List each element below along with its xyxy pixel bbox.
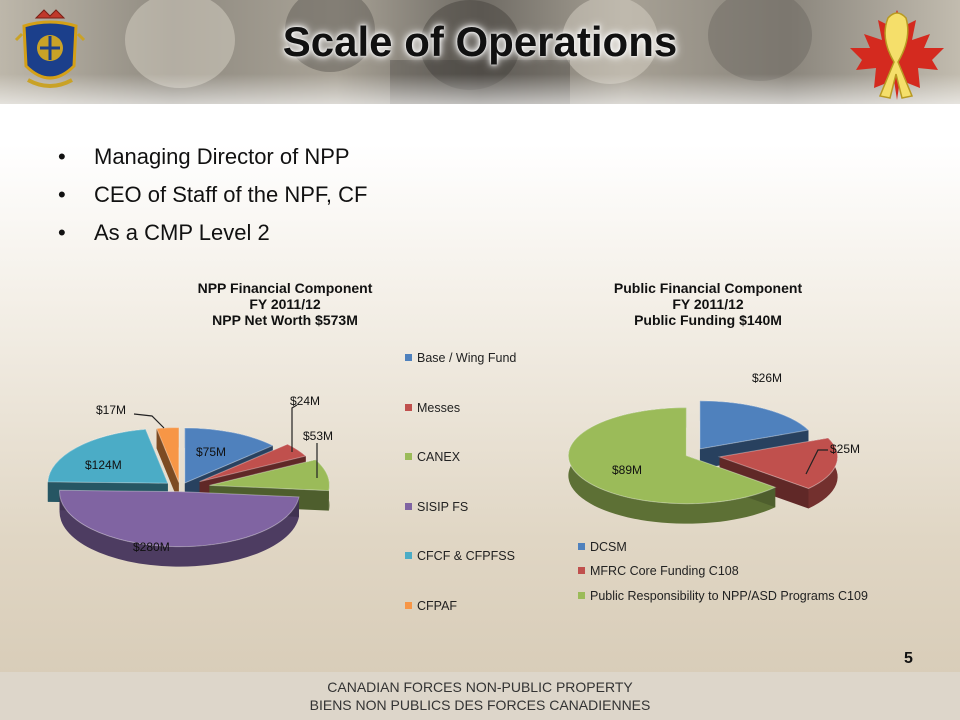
footer-line-french: BIENS NON PUBLICS DES FORCES CANADIENNES	[309, 697, 651, 713]
public-pie-chart: $26M $25M $89M DCSM MFRC Core Funding C108 Pu…	[567, 371, 868, 603]
support-our-troops-ribbon-icon	[850, 10, 944, 100]
legend-entry: SISIP FS	[417, 500, 468, 514]
canadian-forces-crest-icon	[14, 9, 86, 88]
pie-slice-side	[59, 490, 299, 567]
pie-slice-top	[717, 437, 839, 490]
bullet-item: As a CMP Level 2	[58, 218, 367, 256]
pie-slice	[155, 427, 180, 503]
legend-entry: CANEX	[417, 450, 461, 464]
pie-slice-top	[209, 459, 330, 492]
data-label: $75M	[196, 445, 226, 459]
pie-slice-wall	[156, 428, 179, 503]
legend-entry: Messes	[417, 401, 460, 415]
data-label: $24M	[290, 394, 320, 408]
pie-slice-top	[199, 443, 307, 483]
chart-title-line: Public Funding $140M	[634, 312, 782, 328]
chart-title-line: NPP Financial Component	[197, 280, 373, 296]
footer-line-english: CANADIAN FORCES NON-PUBLIC PROPERTY	[327, 679, 633, 695]
data-label: $26M	[752, 371, 782, 385]
npp-chart-title: NPP Financial Component FY 2011/12 NPP N…	[160, 280, 410, 328]
legend-entry: CFPAF	[417, 599, 457, 613]
bullet-item: CEO of Staff of the NPF, CF	[58, 180, 367, 218]
legend-entry: Public Responsibility to NPP/ASD Program…	[590, 589, 868, 603]
pie-slice	[717, 437, 839, 509]
legend-swatch	[578, 592, 585, 599]
npp-pie-chart: $75M $24M $53M $280M $124M $17M Base / Wing Fu…	[47, 351, 516, 613]
bullet-list: Managing Director of NPP CEO of Staff of…	[58, 142, 367, 256]
leader-line	[291, 404, 298, 452]
pie-slice	[567, 407, 777, 524]
pie-slice-top	[699, 400, 810, 450]
footer: CANADIAN FORCES NON-PUBLIC PROPERTY BIEN…	[0, 672, 960, 720]
legend-swatch	[578, 543, 585, 550]
pie-slice-top	[567, 407, 777, 505]
leader-line	[133, 413, 165, 429]
legend-swatch	[405, 453, 412, 460]
pie-slice	[59, 489, 300, 567]
chart-title-line: FY 2011/12	[249, 296, 321, 312]
page-number: 5	[904, 650, 913, 667]
pie-slice-top	[59, 489, 300, 548]
public-chart-title: Public Financial Component FY 2011/12 Pu…	[580, 280, 836, 328]
chart-title-line: FY 2011/12	[672, 296, 744, 312]
data-label: $17M	[96, 403, 126, 417]
bullet-item: Managing Director of NPP	[58, 142, 367, 180]
data-label: $25M	[830, 442, 860, 456]
legend-entry: Base / Wing Fund	[417, 351, 516, 365]
data-label: $280M	[133, 540, 170, 554]
legend-swatch	[578, 567, 585, 574]
data-label: $89M	[612, 463, 642, 477]
legend-swatch	[405, 404, 412, 411]
pie-slice-wall	[719, 456, 809, 509]
banner-fade	[0, 74, 960, 104]
pie-slice-top	[47, 428, 169, 484]
chart-title-line: NPP Net Worth $573M	[212, 312, 358, 328]
data-label: $53M	[303, 429, 333, 443]
chart-title-line: Public Financial Component	[613, 280, 803, 296]
leader-line	[805, 449, 828, 475]
legend-entry: CFCF & CFPFSS	[417, 549, 515, 563]
legend-swatch	[405, 552, 412, 559]
pie-slice-side	[568, 407, 776, 524]
legend-swatch	[405, 503, 412, 510]
slide-title: Scale of Operations	[282, 18, 678, 65]
data-label: $124M	[85, 458, 122, 472]
legend-entry: DCSM	[590, 540, 627, 554]
legend-swatch	[405, 354, 412, 361]
pie-slice-top	[155, 427, 180, 483]
pie-slice-top	[184, 427, 274, 484]
legend-entry: MFRC Core Funding C108	[590, 564, 739, 578]
legend-swatch	[405, 602, 412, 609]
header-banner	[0, 0, 960, 104]
